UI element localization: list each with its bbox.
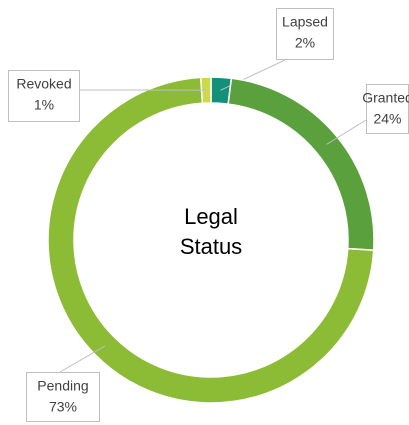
donut-slice <box>47 76 375 404</box>
label-box <box>8 70 80 122</box>
leader-line <box>326 119 367 145</box>
chart-title: Legal Status <box>179 204 243 259</box>
label-box <box>26 372 100 422</box>
slice-label: Lapsed <box>282 14 328 30</box>
leader-line <box>59 345 106 373</box>
slice-label: Revoked <box>16 76 71 92</box>
slice-value: 1% <box>34 97 54 113</box>
slice-value: 2% <box>295 35 315 51</box>
slice-label: Granted <box>362 90 409 106</box>
slice-value: 24% <box>373 111 401 127</box>
slice-label: Pending <box>37 378 88 394</box>
label-box <box>276 8 334 60</box>
slice-value: 73% <box>49 399 77 415</box>
